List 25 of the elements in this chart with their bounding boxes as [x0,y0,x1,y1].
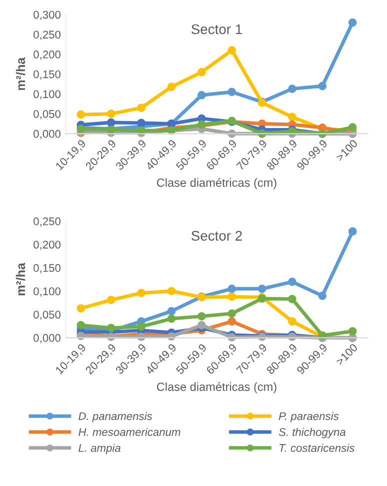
y-tick-label: 0,050 [34,310,60,320]
legend-label: L. ampia [78,444,120,454]
x-axis-title: Clase diamétricas (cm) [156,382,276,394]
y-tick-label: 0,100 [34,287,60,297]
y-tick-label: 0,250 [34,30,60,40]
text: Sector 1 [191,24,242,34]
y-tick-label: 0,200 [34,50,60,60]
legend-label: S. thichogyna [278,428,346,438]
y-axis-title: m²/ha [16,57,26,90]
y-tick-label: 0,250 [34,217,60,227]
y-tick-label: 0,050 [34,110,60,120]
y-tick-label: 0,100 [34,90,60,100]
legend-label: D. panamensis [78,412,152,422]
y-tick-label: 0,300 [34,10,60,20]
y-tick-label: 0,000 [34,130,60,140]
legend-label: P. paraensis [278,412,339,422]
legend-label: T. costaricensis [280,444,354,452]
text: Sector 2 [191,230,242,241]
y-tick-label: 0,200 [34,240,60,250]
y-tick-label: 0,150 [34,264,60,274]
y-tick-label: 0,150 [34,70,60,80]
y-tick-label: 0,000 [34,334,60,344]
y-axis-title: m²/ha [16,262,26,296]
legend-label: H. mesoamericanum [78,428,180,436]
x-axis-title: Clase diamétricas (cm) [156,178,276,190]
